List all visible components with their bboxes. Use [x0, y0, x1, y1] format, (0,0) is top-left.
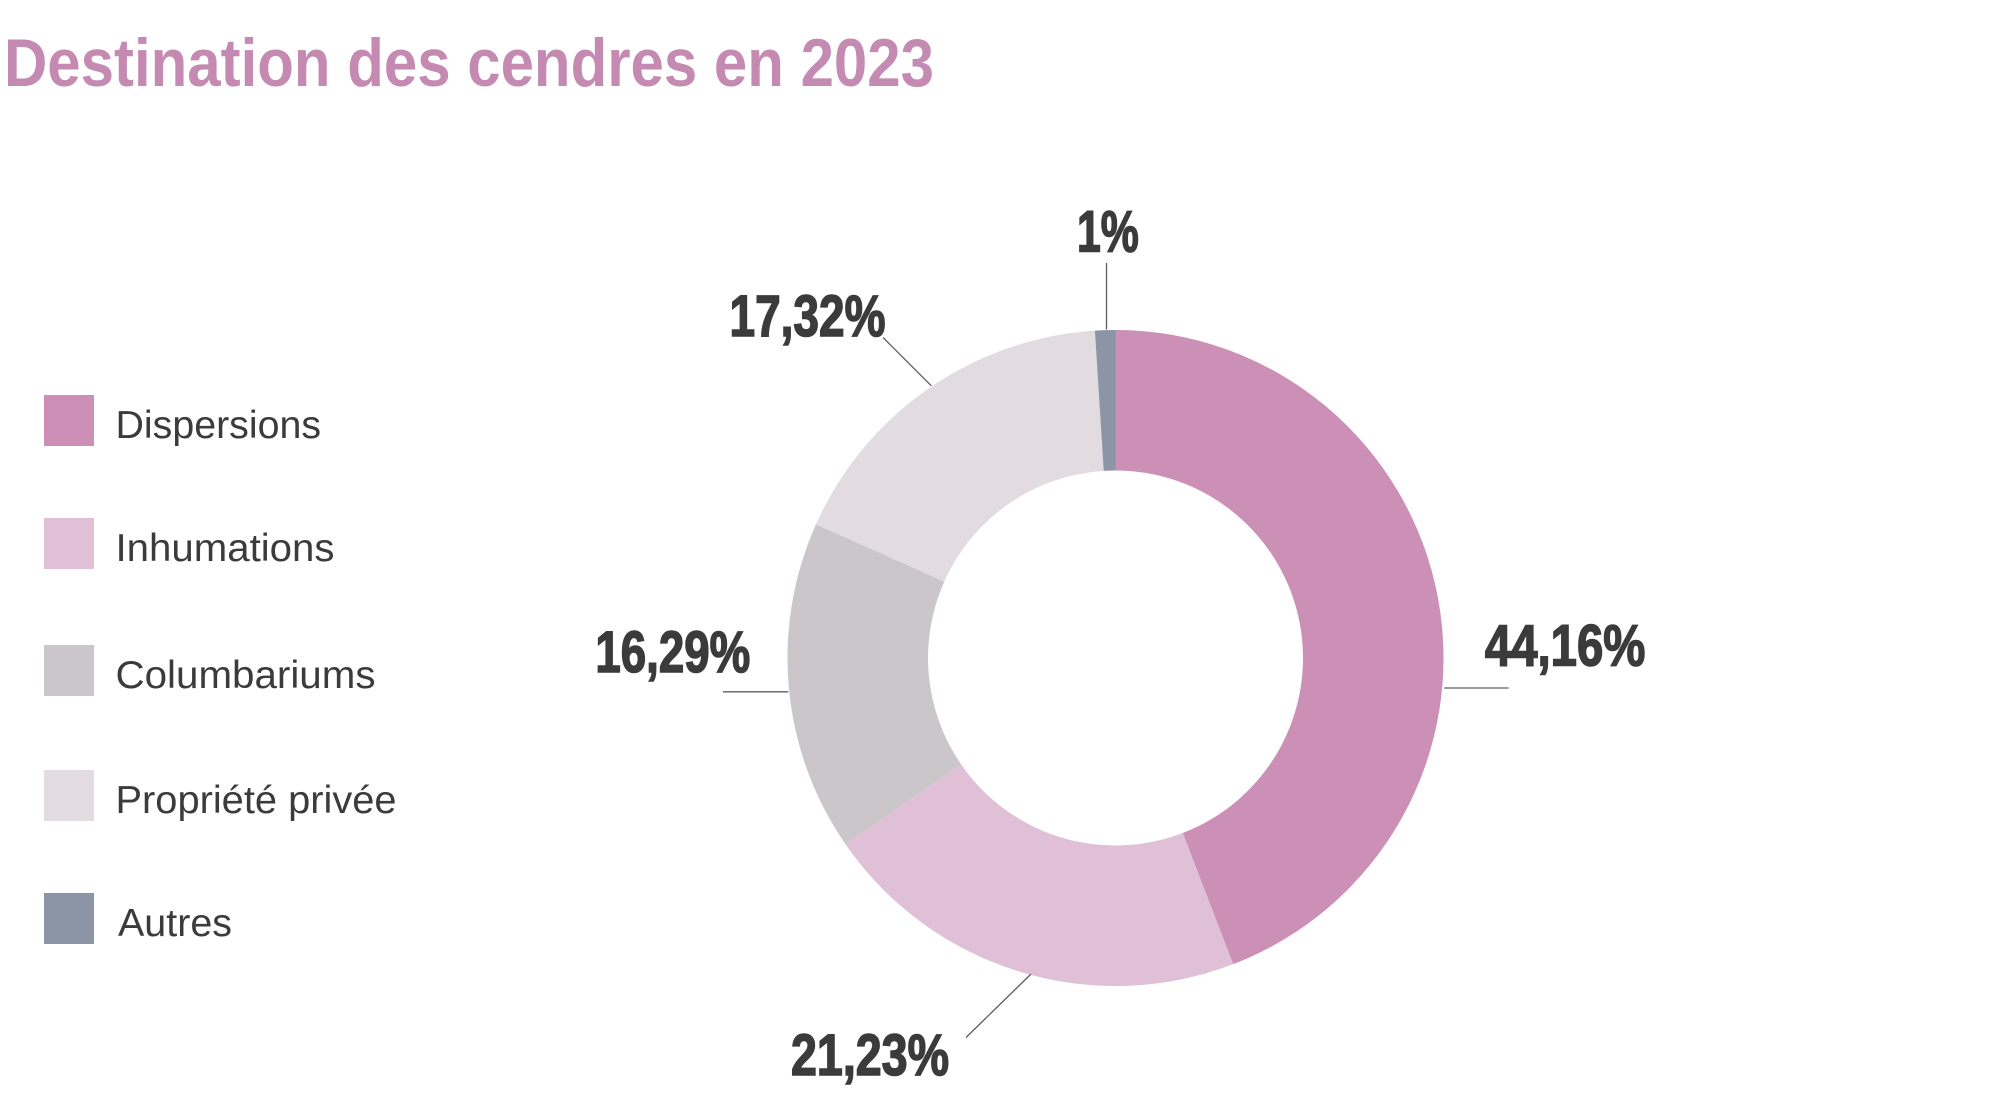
svg-text:21,23%: 21,23%	[791, 1023, 949, 1088]
svg-text:Inhumations: Inhumations	[116, 527, 335, 570]
svg-text:Columbariums: Columbariums	[116, 654, 376, 697]
svg-text:Destination des cendres en 202: Destination des cendres en 2023	[4, 25, 934, 101]
svg-text:Propriété privée: Propriété privée	[116, 779, 397, 822]
svg-text:16,29%: 16,29%	[595, 620, 750, 685]
svg-text:1%: 1%	[1077, 199, 1139, 264]
svg-text:17,32%: 17,32%	[730, 284, 886, 349]
svg-text:44,16%: 44,16%	[1485, 613, 1646, 678]
svg-text:Autres: Autres	[118, 902, 232, 945]
svg-text:Dispersions: Dispersions	[116, 404, 322, 447]
